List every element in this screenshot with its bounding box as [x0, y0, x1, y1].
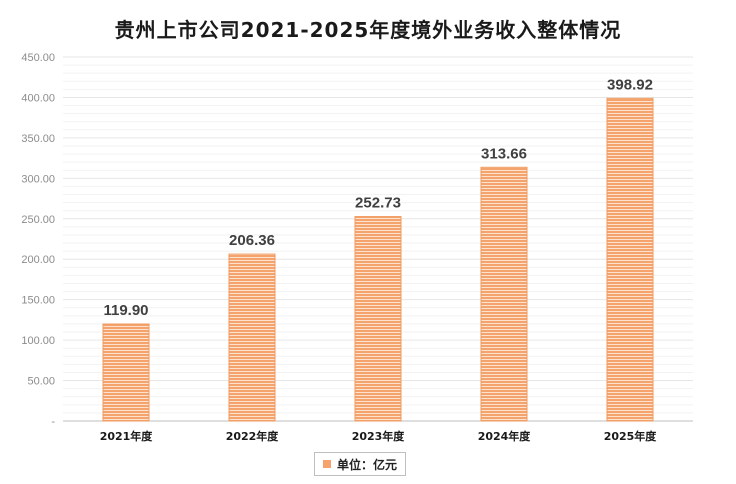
y-tick-label: -	[51, 416, 55, 428]
labels: 119.90 2021年度 206.36 2022年度 252.73 2023年度 313.…	[100, 76, 658, 443]
data-label: 119.90	[103, 302, 148, 319]
x-tick-label: 2021年度	[100, 429, 154, 443]
data-label: 398.92	[607, 76, 653, 93]
y-tick-label: 300.00	[21, 173, 55, 185]
data-label: 313.66	[481, 145, 527, 162]
y-tick-label: 450.00	[21, 52, 55, 64]
y-tick-label: 350.00	[21, 133, 55, 145]
legend-label: 单位：亿元	[337, 457, 398, 472]
y-tick-label: 400.00	[21, 92, 55, 104]
y-tick-label: 150.00	[21, 295, 55, 307]
legend-swatch	[323, 460, 331, 468]
bar	[480, 166, 528, 422]
y-tick-label: 200.00	[21, 254, 55, 266]
bar	[354, 216, 402, 422]
bar	[228, 253, 276, 422]
y-tick-label: 100.00	[21, 335, 55, 347]
x-tick-label: 2022年度	[226, 429, 280, 443]
bar	[606, 97, 654, 422]
data-label: 206.36	[229, 232, 275, 249]
x-tick-label: 2025年度	[604, 429, 658, 443]
x-tick-label: 2023年度	[352, 429, 406, 443]
chart-title: 贵州上市公司2021-2025年度境外业务收入整体情况	[114, 18, 622, 42]
y-tick-label: 50.00	[27, 376, 55, 388]
y-tick-label: 250.00	[21, 214, 55, 226]
legend: 单位：亿元	[314, 452, 407, 476]
bar	[102, 323, 150, 422]
data-label: 252.73	[355, 195, 401, 212]
x-tick-label: 2024年度	[478, 429, 532, 443]
bars	[102, 97, 654, 422]
